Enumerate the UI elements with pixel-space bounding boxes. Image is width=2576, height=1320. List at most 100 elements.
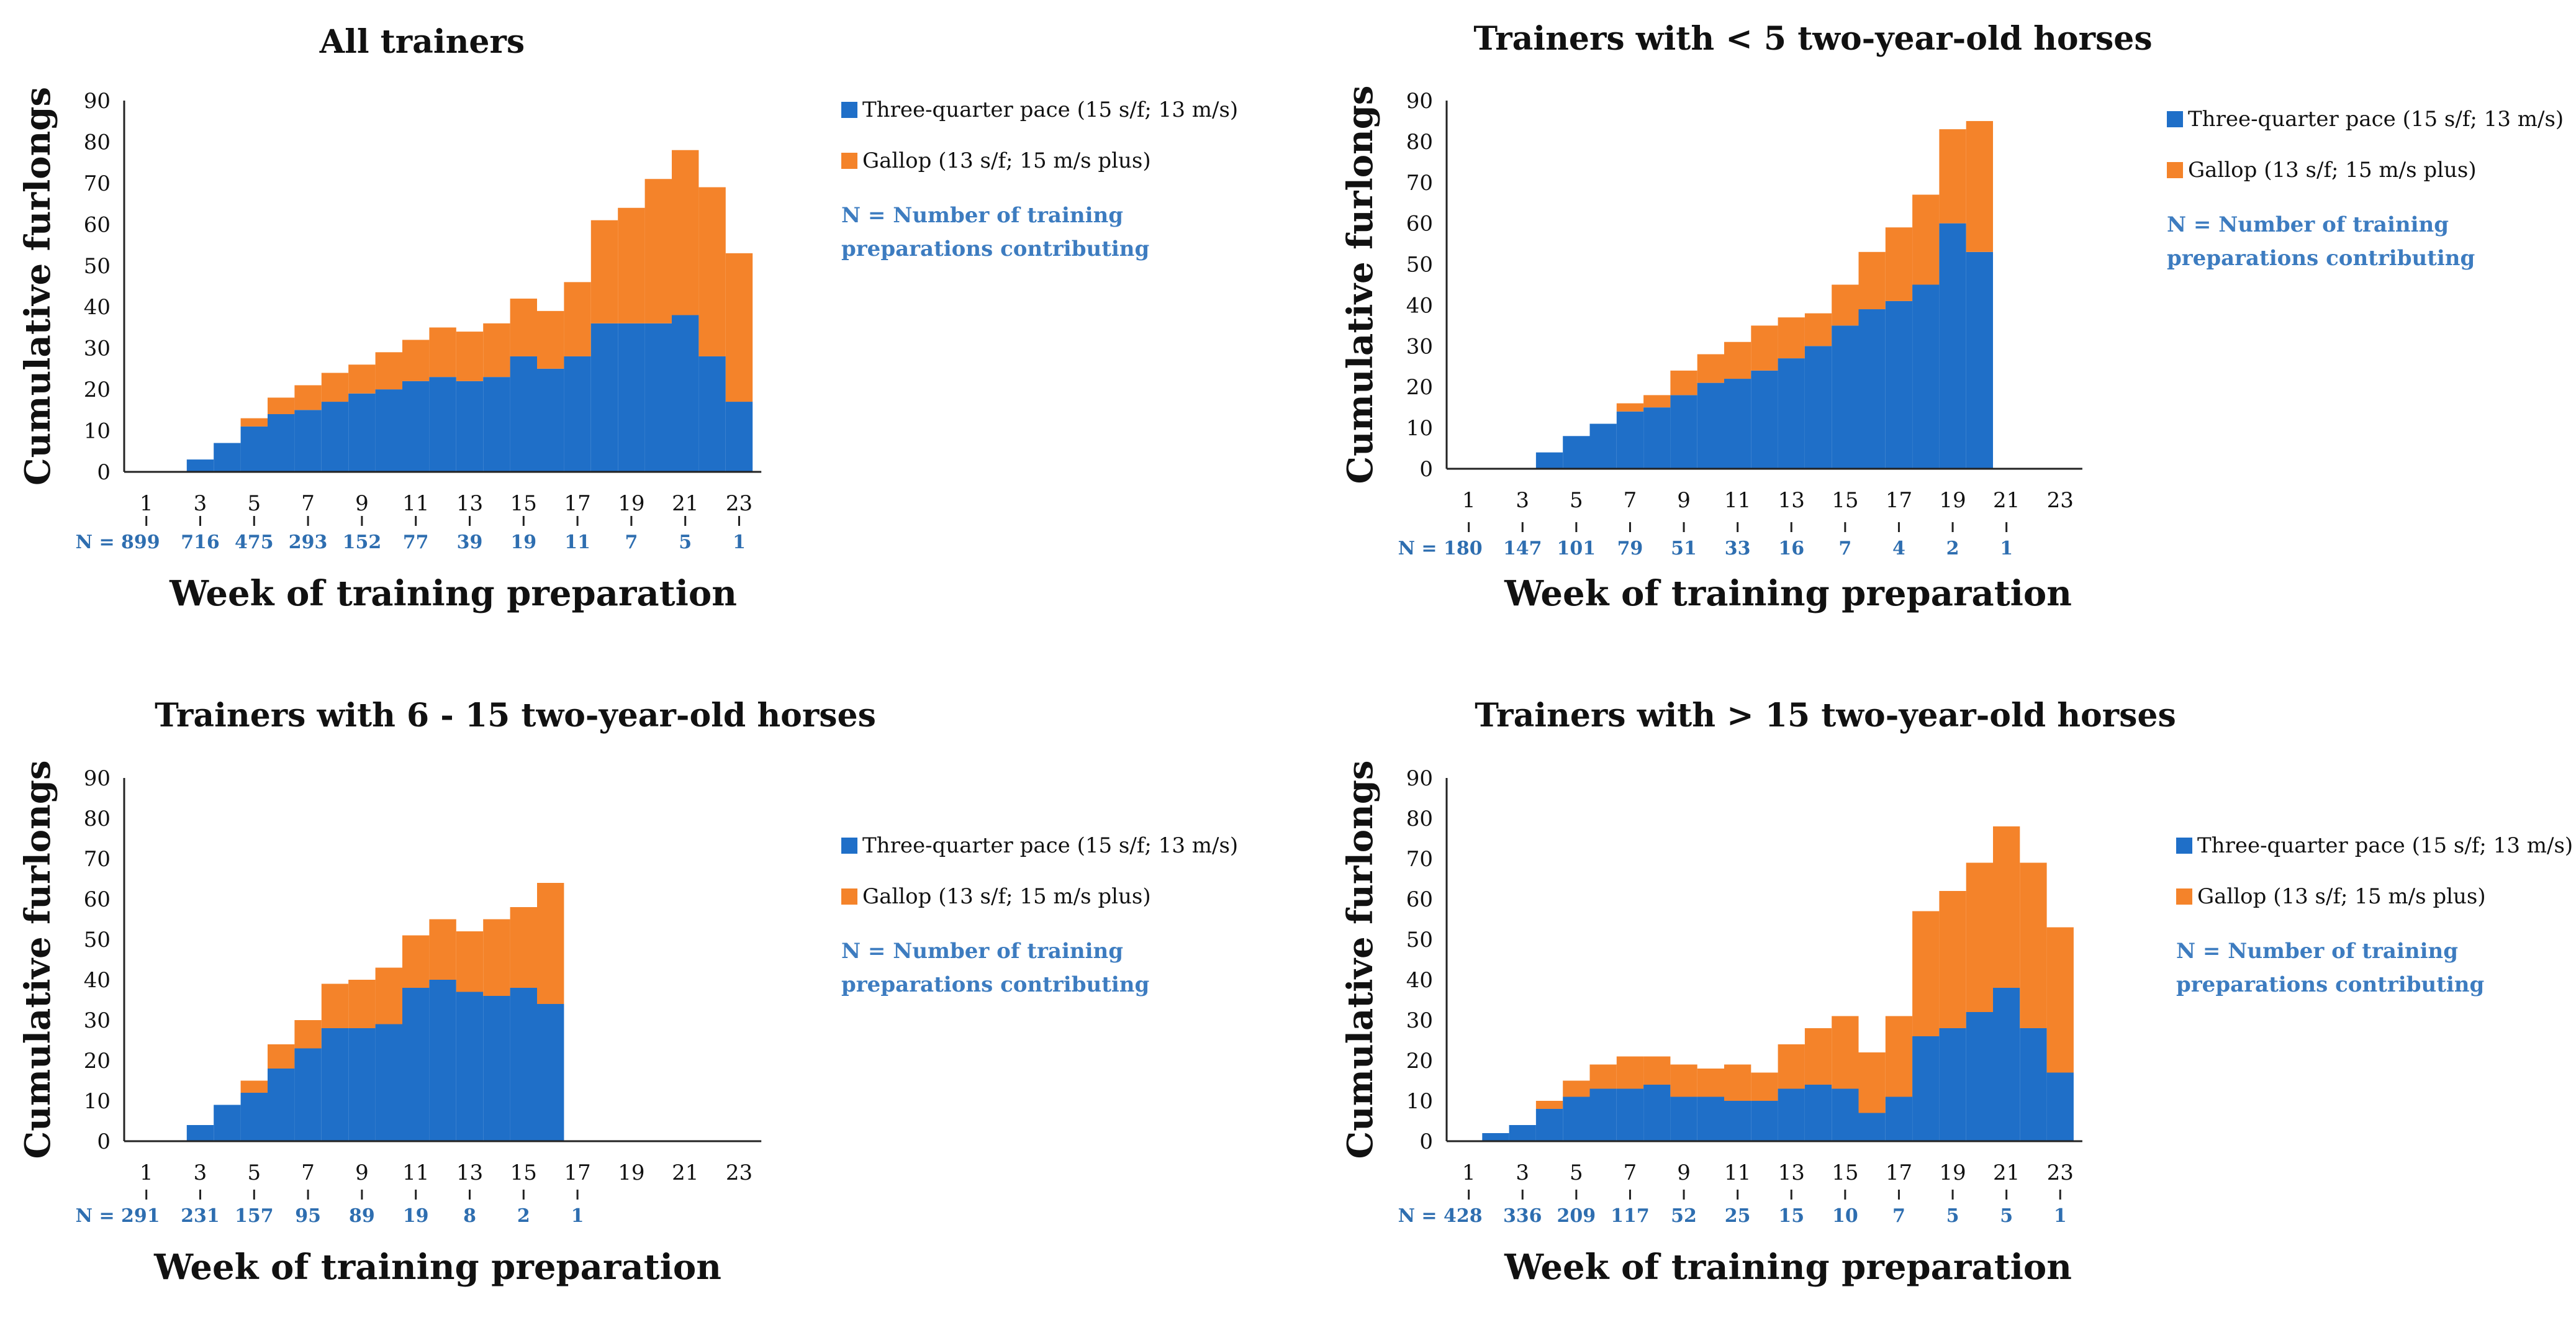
bar-gallop [725,253,753,402]
x-tick-label: 7 [1624,488,1637,513]
x-tick-label: 1 [140,1160,153,1185]
legend-swatch-three-quarter [841,838,857,854]
x-tick-label: 7 [301,491,315,516]
bar-three-quarter [510,988,537,1141]
y-tick-label: 70 [84,171,111,196]
x-tick-label: 21 [1993,488,2020,513]
x-tick-label: 13 [456,1160,483,1185]
y-tick-label: 60 [1406,887,1433,912]
x-tick-label: 21 [672,491,698,516]
x-tick-label: 1 [140,491,153,516]
bar-gallop [1804,313,1832,346]
bar-three-quarter [1616,411,1644,469]
bar-gallop [537,310,564,369]
x-tick-label: 11 [1724,488,1751,513]
bar-three-quarter [429,377,456,472]
bar-gallop [1563,1080,1590,1097]
bar-gallop [644,179,672,323]
y-tick-label: 80 [84,807,111,831]
bar-gallop [1885,1016,1913,1097]
bar-three-quarter [1939,223,1966,469]
x-tick-label: 5 [1570,488,1583,513]
bar-three-quarter [483,996,510,1141]
bar-gallop [1912,194,1940,285]
bar-gallop [1885,227,1913,301]
bar-three-quarter [1535,452,1563,469]
bar-three-quarter [294,1048,322,1141]
x-tick-label: 17 [1886,1160,1912,1185]
bar-three-quarter [1589,1088,1617,1141]
bar-three-quarter [268,414,295,472]
y-axis-label: Cumulative furlongs [17,761,58,1159]
n-count-label: 79 [1617,538,1643,559]
n-count-label: 33 [1725,538,1751,559]
n-count-label: 293 [289,531,328,553]
y-tick-label: 40 [1406,968,1433,993]
x-axis-label: Week of training preparation [153,1247,721,1288]
x-tick-label: 9 [1677,488,1691,513]
bar-three-quarter [321,1028,349,1141]
bar-three-quarter [725,402,753,472]
y-tick-label: 0 [1419,457,1433,482]
bar-three-quarter [1670,395,1697,469]
legend-swatch-gallop [841,153,857,169]
chart-title: Trainers with 6 - 15 two-year-old horses [155,697,876,735]
bar-gallop [429,327,456,377]
x-tick-label: 9 [355,491,369,516]
bar-gallop [510,907,537,988]
bar-gallop [1939,129,1966,224]
bar-gallop [268,397,295,414]
x-tick-label: 19 [618,491,644,516]
bar-gallop [698,187,726,356]
legend-swatch-gallop [841,888,857,905]
bar-gallop [1751,325,1778,371]
n-count-label: 5 [1946,1205,1959,1227]
bar-three-quarter [1993,988,2020,1141]
n-count-label: 716 [181,531,220,553]
n-count-label: 19 [403,1205,429,1227]
y-tick-label: 10 [1406,1089,1433,1114]
bar-three-quarter [348,393,376,472]
bar-three-quarter [1589,423,1617,469]
y-tick-label: 90 [1406,766,1433,791]
legend-label-gallop: Gallop (13 s/f; 15 m/s plus) [862,148,1151,173]
bar-gallop [268,1044,295,1069]
x-tick-label: 13 [1778,488,1805,513]
x-tick-label: 19 [1939,1160,1966,1185]
bar-gallop [1724,341,1751,379]
y-tick-label: 40 [84,968,111,993]
bar-gallop [375,352,402,390]
y-tick-label: 10 [1406,416,1433,441]
y-tick-label: 30 [84,337,111,361]
chart-title: Trainers with < 5 two-year-old horses [1473,20,2152,58]
n-count-label: 10 [1832,1205,1858,1227]
bar-gallop [537,883,564,1004]
bar-three-quarter [1697,382,1724,469]
n-note-line2: preparations contributing [2176,972,2484,997]
bar-gallop [1697,354,1724,383]
chart-title: Trainers with > 15 two-year-old horses [1475,697,2176,735]
n-count-label: N = 899 [76,531,160,553]
bar-three-quarter [186,459,214,472]
bar-three-quarter [240,426,268,472]
chart-title: All trainers [319,23,525,61]
bar-three-quarter [1858,1113,1886,1141]
n-count-label: 117 [1611,1205,1650,1227]
x-axis-label: Week of training preparation [1504,573,2072,614]
bar-three-quarter [564,356,591,472]
n-count-label: 7 [1892,1205,1905,1227]
n-count-label: 147 [1503,538,1542,559]
n-count-label: 152 [343,531,382,553]
bar-three-quarter [590,323,618,472]
bar-three-quarter [1912,284,1940,469]
bar-three-quarter [483,377,510,472]
bar-gallop [1778,317,1805,359]
bar-gallop [240,418,268,427]
bar-three-quarter [402,381,430,472]
n-note-line2: preparations contributing [841,237,1149,261]
bar-three-quarter [456,992,484,1141]
x-tick-label: 19 [618,1160,644,1185]
x-axis-label: Week of training preparation [169,573,737,614]
bar-gallop [483,323,510,377]
